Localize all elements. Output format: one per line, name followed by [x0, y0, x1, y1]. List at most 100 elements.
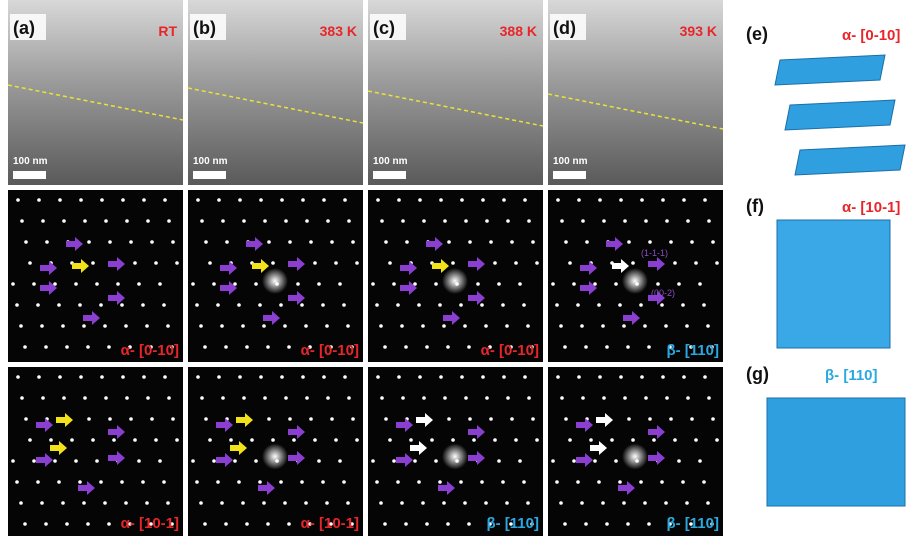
diffraction-spot: [238, 375, 242, 379]
diffraction-spot: [371, 282, 375, 286]
diffraction-spot: [648, 240, 652, 244]
diffraction-spot: [585, 240, 589, 244]
diffraction-spot: [196, 375, 200, 379]
diffraction-spot: [250, 438, 254, 442]
diffraction-spot: [619, 198, 623, 202]
diffraction-spot: [379, 324, 383, 328]
diffraction-spot: [472, 438, 476, 442]
diffraction-spot: [171, 240, 175, 244]
diffraction-spot: [434, 459, 438, 463]
diffraction-spot: [121, 375, 125, 379]
diffraction-spot: [396, 303, 400, 307]
diffraction-spot: [146, 219, 150, 223]
diffraction-spot: [476, 282, 480, 286]
diffraction-spot: [224, 522, 228, 526]
diffraction-spot: [400, 324, 404, 328]
diffraction-spot: [584, 522, 588, 526]
diffraction-spot: [79, 198, 83, 202]
scale-bar: [373, 171, 406, 179]
diffraction-spot: [305, 219, 309, 223]
diffraction-spot: [614, 282, 618, 286]
diffraction-spot: [266, 522, 270, 526]
diffraction-spot: [660, 303, 664, 307]
diffraction-spot: [535, 261, 539, 265]
diffraction-spot: [203, 345, 207, 349]
diffraction-spot: [125, 219, 129, 223]
diffraction-spot: [610, 438, 614, 442]
structures: (e) α- [0-10] (f) α- [10-1] (g) β- [110]: [746, 24, 905, 506]
diffraction-spot: [417, 303, 421, 307]
diffraction-spot: [404, 345, 408, 349]
diffraction-spot: [36, 303, 40, 307]
diffraction-spot: [199, 501, 203, 505]
central-spot: [442, 444, 468, 470]
diffraction-spot: [317, 282, 321, 286]
diffraction-spot: [581, 396, 585, 400]
diffraction-spot: [167, 219, 171, 223]
diffraction-spot: [502, 375, 506, 379]
diffraction-spot: [605, 345, 609, 349]
diffraction-spot: [665, 219, 669, 223]
diffraction-spot: [313, 261, 317, 265]
diffraction-spot: [647, 345, 651, 349]
polyhedra-slab: [775, 55, 885, 85]
polyhedra-block: [777, 220, 890, 348]
diffraction-spot: [598, 198, 602, 202]
diffraction-spot: [685, 324, 689, 328]
diffraction-spot: [425, 345, 429, 349]
scale-bar-label: 100 nm: [13, 156, 48, 167]
diffraction-spot: [572, 282, 576, 286]
diffraction-spot: [267, 417, 271, 421]
diffraction-spot: [254, 459, 258, 463]
diffraction-spot: [154, 261, 158, 265]
diffraction-spot: [481, 198, 485, 202]
diffraction-spot: [259, 198, 263, 202]
diffraction-spot: [392, 282, 396, 286]
diffraction-spot: [45, 240, 49, 244]
diffraction-spot: [686, 396, 690, 400]
diffraction-spot: [460, 198, 464, 202]
zone-axis: β- [110]: [666, 515, 719, 532]
diffraction-spot: [556, 198, 560, 202]
diffraction-spot: [79, 375, 83, 379]
diffraction-spot: [150, 240, 154, 244]
diffraction-spot: [200, 219, 204, 223]
diffraction-spot: [32, 282, 36, 286]
diffraction-spot: [83, 396, 87, 400]
diffraction-spot: [468, 240, 472, 244]
diffraction-spot: [640, 375, 644, 379]
diffraction-spot: [100, 198, 104, 202]
diffraction-spot: [195, 480, 199, 484]
diffraction-spot: [559, 324, 563, 328]
diffraction-spot: [124, 324, 128, 328]
diffraction-spot: [300, 303, 304, 307]
diffraction-spot: [199, 324, 203, 328]
diffraction-spot: [439, 198, 443, 202]
diffraction-spot: [556, 375, 560, 379]
diffraction-spot: [660, 480, 664, 484]
diffraction-spot: [451, 261, 455, 265]
diffraction-spot: [384, 417, 388, 421]
diffraction-spot: [703, 375, 707, 379]
diffraction-spot: [526, 324, 530, 328]
diffraction-spot: [682, 198, 686, 202]
scale-bar: [553, 171, 586, 179]
diffraction-spot: [460, 375, 464, 379]
diffraction-spot: [686, 219, 690, 223]
diffraction-spot: [284, 396, 288, 400]
diffraction-spot: [204, 240, 208, 244]
diffraction-spot: [451, 438, 455, 442]
diffraction-spot: [175, 261, 179, 265]
diffraction-spot: [682, 375, 686, 379]
diffraction-spot: [15, 480, 19, 484]
zone-axis: β- [110]: [486, 515, 539, 532]
diffraction-spot: [305, 396, 309, 400]
diffraction-spot: [321, 303, 325, 307]
diffraction-spot: [280, 198, 284, 202]
diffraction-spot: [37, 198, 41, 202]
diffraction-spot: [502, 198, 506, 202]
diffraction-spot: [121, 198, 125, 202]
diffraction-spot: [237, 480, 241, 484]
diffraction-spot: [216, 480, 220, 484]
diffraction-spot: [326, 396, 330, 400]
